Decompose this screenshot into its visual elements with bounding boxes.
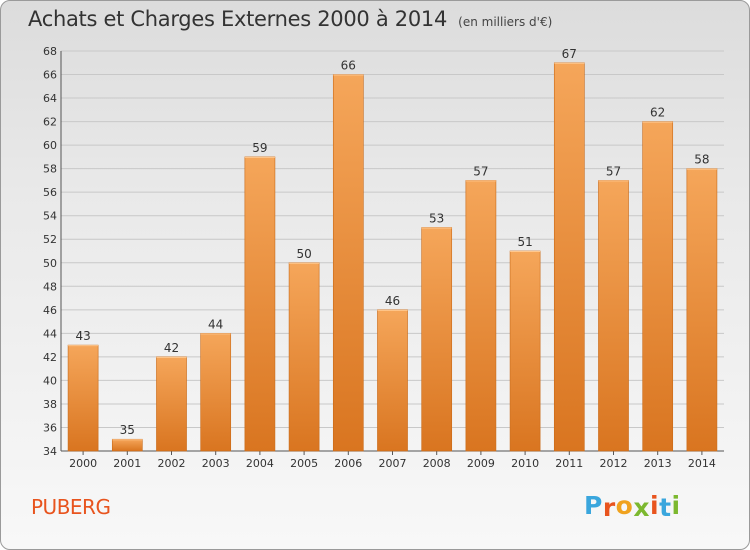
bar-2008: [421, 227, 453, 452]
logo-letter: i: [671, 491, 681, 520]
x-tick-label-2006: 2006: [334, 457, 362, 470]
y-tick-label: 34: [43, 445, 57, 458]
y-tick-label: 54: [43, 210, 57, 223]
data-label-2003: 44: [208, 317, 223, 331]
data-label-2010: 51: [517, 235, 532, 249]
chart-title: Achats et Charges Externes 2000 à 2014: [28, 7, 448, 31]
x-tick-label-2011: 2011: [555, 457, 583, 470]
x-tick-label-2003: 2003: [202, 457, 230, 470]
y-tick-label: 42: [43, 351, 57, 364]
bar-2010: [509, 250, 541, 452]
data-label-2004: 59: [252, 141, 267, 155]
x-tick-label-2001: 2001: [113, 457, 141, 470]
x-tick-label-2013: 2013: [644, 457, 672, 470]
x-tick-label-2002: 2002: [158, 457, 186, 470]
y-tick-label: 58: [43, 163, 57, 176]
y-tick-label: 48: [43, 280, 57, 293]
y-tick-label: 44: [43, 327, 57, 340]
logo-letter: r: [602, 493, 616, 522]
y-tick-label: 36: [43, 421, 57, 434]
logo-letter: P: [584, 491, 603, 520]
bar-2000: [67, 344, 99, 452]
x-tick-label-2012: 2012: [600, 457, 628, 470]
bar-2013: [642, 121, 674, 452]
y-tick-label: 60: [43, 139, 57, 152]
data-label-2008: 53: [429, 211, 444, 225]
axes: 34 36 38 40 42 44 46 48 50 52 54 56 58 60 62 64 66 68 2000…: [43, 45, 724, 470]
bars: [67, 62, 718, 452]
bar-2006: [332, 74, 364, 452]
data-label-2006: 66: [341, 59, 356, 73]
data-label-2011: 67: [562, 47, 577, 61]
commune-name: PUBERG: [31, 495, 111, 519]
bar-2014: [686, 168, 718, 452]
x-tick-label-2000: 2000: [69, 457, 97, 470]
x-tick-label-2007: 2007: [379, 457, 407, 470]
data-label-2013: 62: [650, 106, 665, 120]
x-tick-label-2004: 2004: [246, 457, 274, 470]
data-label-2002: 42: [164, 341, 179, 355]
data-label-2000: 43: [75, 329, 90, 343]
data-label-2009: 57: [473, 164, 488, 178]
y-tick-label: 40: [43, 374, 57, 387]
bar-2002: [156, 356, 187, 452]
chart-unit: (en milliers d'€): [458, 15, 553, 29]
y-tick-label: 56: [43, 186, 57, 199]
x-tick-label-2009: 2009: [467, 457, 495, 470]
y-tick-label: 46: [43, 304, 57, 317]
bar-2001: [111, 438, 143, 452]
y-tick-label: 64: [43, 92, 57, 105]
bar-2004: [244, 156, 276, 452]
y-tick-label: 68: [43, 45, 57, 58]
data-label-2012: 57: [606, 164, 621, 178]
proxiti-logo[interactable]: Proxiti: [584, 491, 681, 522]
logo-letter: x: [633, 493, 650, 522]
bar-2009: [465, 180, 497, 452]
logo-letter: o: [615, 491, 634, 520]
bar-2003: [200, 333, 232, 452]
y-tick-label: 62: [43, 116, 57, 129]
y-tick-label: 66: [43, 69, 57, 82]
x-tick-label-2014: 2014: [688, 457, 716, 470]
y-tick-label: 52: [43, 233, 57, 246]
logo-letter: t: [659, 493, 672, 522]
y-tick-label: 38: [43, 398, 57, 411]
data-label-2014: 58: [694, 153, 709, 167]
bar-2005: [288, 262, 320, 452]
title-row: Achats et Charges Externes 2000 à 2014 (…: [28, 7, 552, 31]
bar-2012: [598, 180, 629, 452]
data-labels: 43 35 42 44 59 50 66 46 53 57 51 67 57 62 58: [75, 47, 709, 437]
logo-letter: i: [650, 491, 660, 520]
data-label-2001: 35: [120, 423, 135, 437]
x-tick-label-2008: 2008: [423, 457, 451, 470]
bar-2011: [553, 62, 585, 452]
x-tick-label-2005: 2005: [290, 457, 318, 470]
y-tick-label: 50: [43, 257, 57, 270]
bar-2007: [377, 309, 408, 452]
x-tick-label-2010: 2010: [511, 457, 539, 470]
data-label-2005: 50: [296, 247, 311, 261]
data-label-2007: 46: [385, 294, 400, 308]
